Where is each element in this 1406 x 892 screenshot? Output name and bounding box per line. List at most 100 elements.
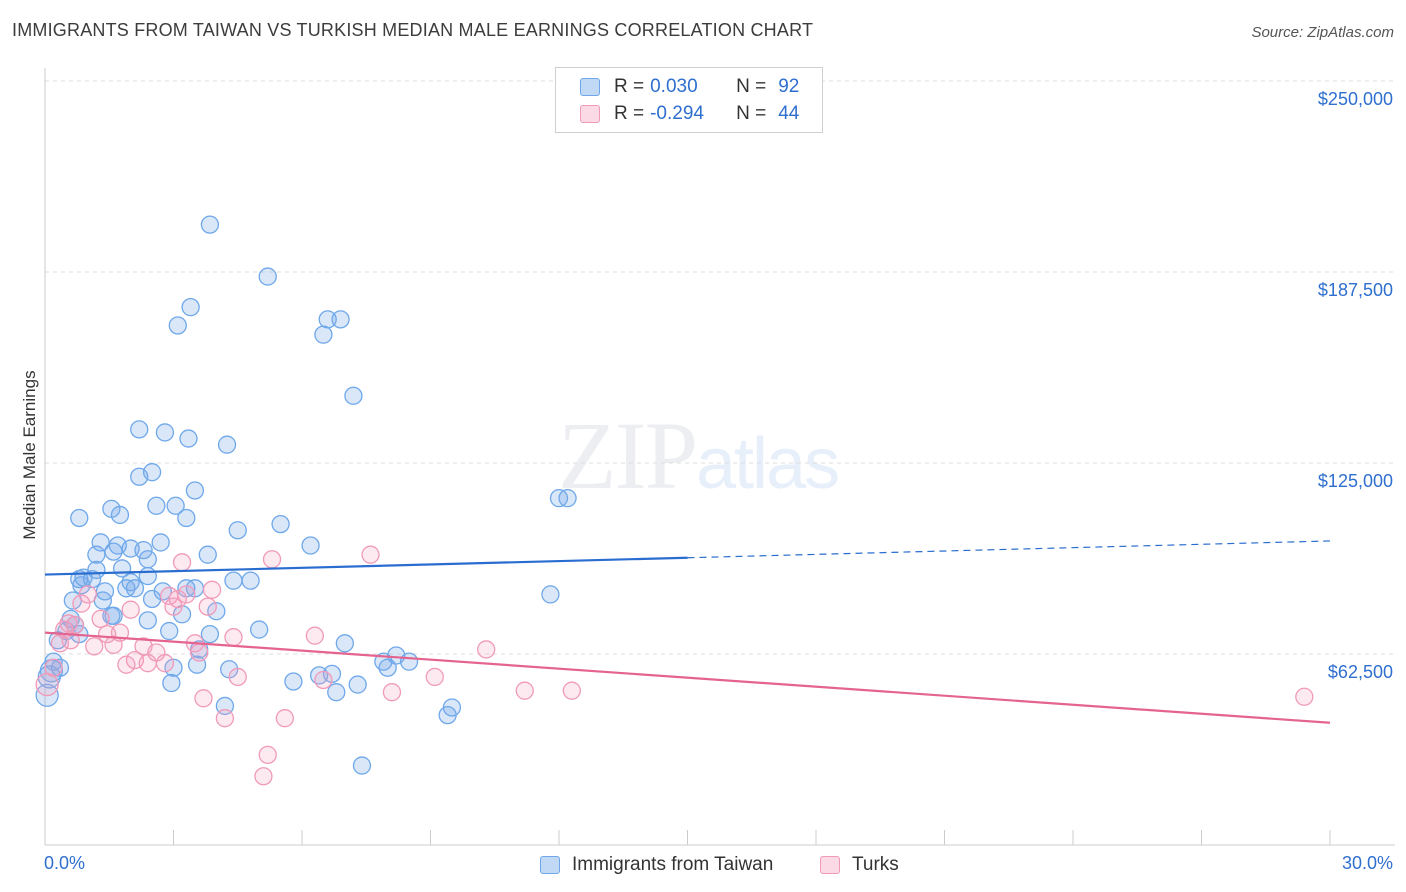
turks-point	[65, 615, 85, 635]
y-tick-label: $62,500	[1328, 662, 1393, 682]
taiwan-point	[217, 435, 237, 454]
taiwan-point	[327, 683, 346, 702]
turks-point	[477, 640, 496, 659]
turks-point	[85, 637, 104, 656]
trend-lines	[44, 540, 1331, 724]
taiwan-point	[134, 540, 153, 560]
taiwan-point	[442, 698, 462, 717]
taiwan-point	[110, 505, 130, 525]
taiwan-point	[335, 634, 354, 653]
taiwan-point	[151, 533, 170, 552]
turks-point	[190, 643, 209, 662]
legend-r-label: R =	[614, 76, 645, 97]
turks-point	[382, 683, 402, 702]
legend-n-label: N =	[736, 76, 767, 97]
taiwan-point	[162, 673, 181, 693]
taiwan-point	[344, 386, 363, 405]
turks-point	[155, 654, 175, 673]
turks-point	[262, 550, 282, 569]
bottom-legend-turks: Turks	[820, 852, 899, 878]
legend-swatch-pink	[580, 105, 600, 123]
correlation-legend: R = 0.030 N = 92 R = -0.294 N = 44	[555, 67, 823, 133]
taiwan-point	[138, 611, 157, 630]
turks-point	[1295, 687, 1314, 706]
taiwan-point	[198, 545, 217, 564]
turks-point	[224, 628, 243, 647]
turks-point	[78, 585, 97, 604]
taiwan-point	[155, 423, 175, 442]
taiwan-point	[331, 310, 350, 329]
taiwan-trend-extension	[687, 540, 1331, 559]
legend-n-value: 44	[778, 103, 800, 124]
watermark-atlas: atlas	[696, 424, 840, 504]
taiwan-point	[207, 602, 226, 621]
watermark: ZIPatlas	[558, 400, 840, 511]
x-tick-label: 30.0%	[1342, 853, 1393, 873]
legend-r-value: -0.294	[650, 103, 704, 124]
y-tick-label: $250,000	[1318, 89, 1393, 109]
turks-point	[117, 655, 136, 674]
watermark-zip: ZIP	[558, 402, 698, 509]
legend-row-turks: R = -0.294 N = 44	[580, 101, 799, 127]
turks-point	[198, 597, 217, 616]
turks-point	[172, 553, 192, 572]
chart-title: IMMIGRANTS FROM TAIWAN VS TURKISH MEDIAN…	[12, 20, 814, 40]
taiwan-point	[179, 429, 198, 448]
taiwan-point	[228, 521, 247, 540]
taiwan-point	[352, 756, 372, 775]
tick-labels: $62,500 $125,000 $187,500 $250,000 0.0% 30.0%	[44, 89, 1393, 873]
taiwan-point	[271, 514, 290, 534]
taiwan-point	[301, 536, 320, 555]
taiwan-point	[147, 496, 166, 515]
turks-point	[425, 667, 444, 687]
turks-point	[254, 767, 273, 786]
taiwan-point	[95, 582, 115, 601]
taiwan-point	[185, 481, 205, 500]
legend-n-label: N =	[736, 103, 767, 124]
turks-point	[562, 681, 581, 700]
taiwan-point	[224, 571, 243, 590]
taiwan-point	[250, 620, 269, 639]
taiwan-point	[284, 672, 303, 691]
taiwan-point	[160, 621, 179, 641]
taiwan-trend-line	[44, 556, 688, 576]
grid-lines	[45, 80, 1395, 655]
turks-trend-line	[44, 631, 1331, 724]
turks-point	[44, 658, 63, 677]
turks-point	[202, 580, 222, 599]
turks-point	[314, 670, 333, 690]
taiwan-point	[142, 463, 162, 482]
taiwan-point	[348, 675, 367, 694]
turks-point	[258, 745, 277, 764]
data-points	[35, 215, 1314, 786]
y-tick-label: $125,000	[1318, 471, 1393, 491]
turks-point	[215, 709, 235, 728]
taiwan-point	[200, 624, 220, 644]
bottom-legend-swatch-blue	[540, 856, 560, 874]
bottom-legend-swatch-pink	[820, 856, 840, 874]
axes	[44, 68, 1395, 846]
taiwan-point	[318, 310, 337, 329]
taiwan-point	[181, 297, 200, 317]
taiwan-point	[177, 508, 196, 528]
taiwan-point	[399, 652, 419, 671]
taiwan-point	[258, 267, 277, 286]
turks-point	[275, 709, 295, 728]
taiwan-point	[314, 325, 333, 344]
bottom-legend-label-taiwan: Immigrants from Taiwan	[572, 854, 774, 875]
turks-point	[168, 589, 187, 609]
source-label: Source: ZipAtlas.com	[1251, 24, 1394, 41]
taiwan-point	[166, 496, 185, 515]
turks-point	[91, 609, 110, 629]
legend-row-taiwan: R = 0.030 N = 92	[580, 74, 799, 100]
turks-point	[305, 626, 325, 645]
taiwan-point	[200, 215, 220, 234]
taiwan-point	[138, 566, 157, 586]
taiwan-point	[125, 579, 145, 598]
turks-point	[228, 667, 247, 687]
taiwan-point	[558, 488, 577, 508]
bottom-legend-label-turks: Turks	[852, 854, 899, 875]
taiwan-point	[138, 550, 157, 569]
turks-point	[50, 634, 70, 653]
